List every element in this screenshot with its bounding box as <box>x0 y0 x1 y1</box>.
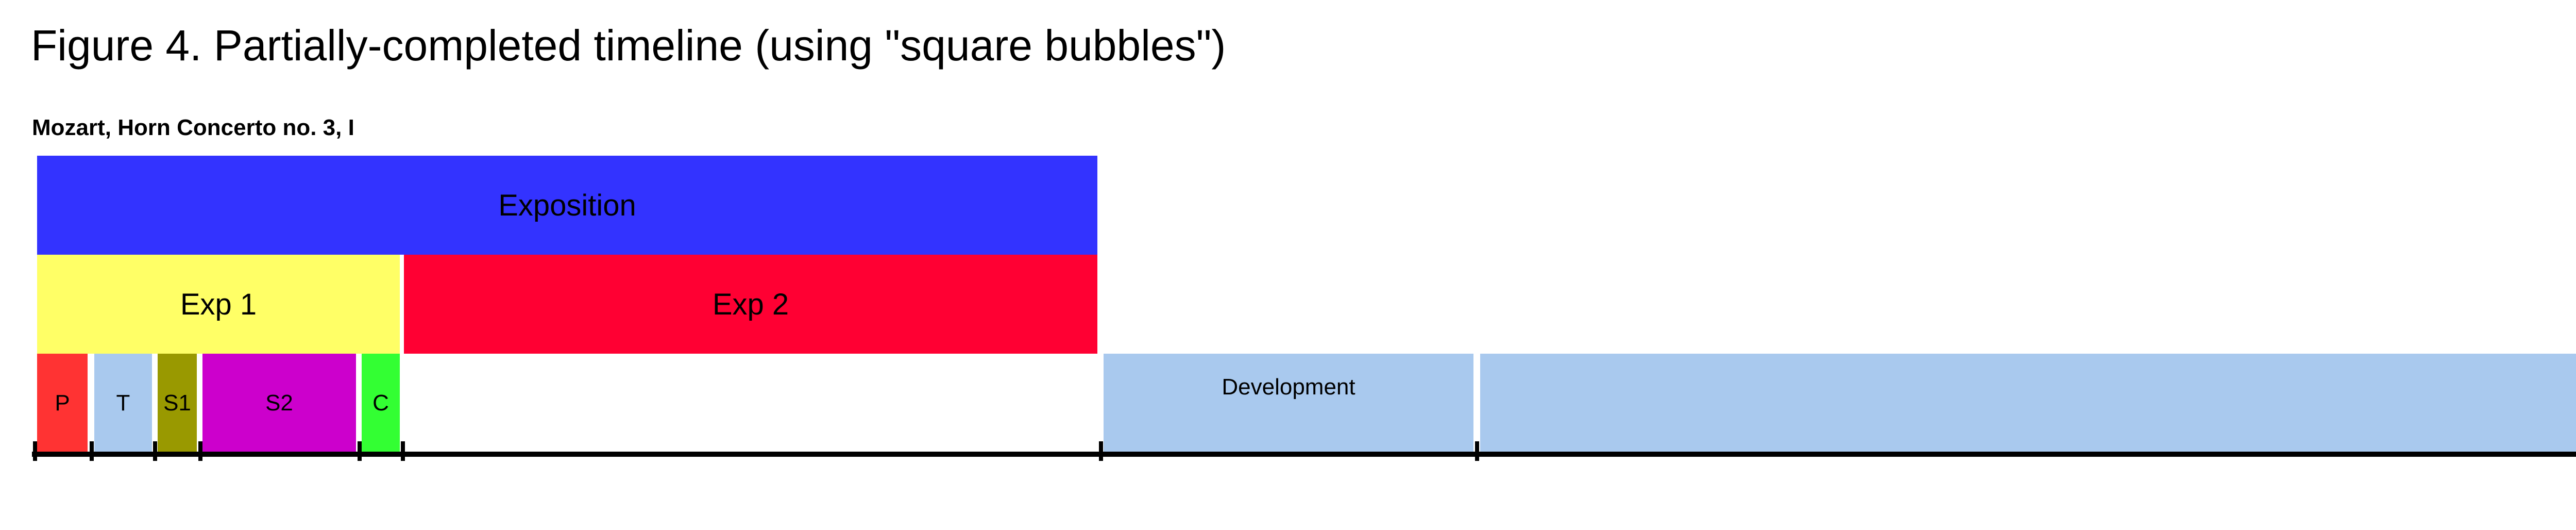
axis-tick <box>1475 441 1479 461</box>
axis-tick <box>1099 441 1103 461</box>
block-t: T <box>94 354 152 453</box>
block-exp2: Exp 2 <box>404 255 1097 354</box>
block-exp1-label: Exp 1 <box>180 287 257 321</box>
block-c: C <box>362 354 400 453</box>
axis-tick <box>33 441 37 461</box>
block-s1: S1 <box>158 354 197 453</box>
block-p: P <box>37 354 88 453</box>
block-unlabeled <box>1480 354 2576 453</box>
block-exposition-label: Exposition <box>498 188 636 222</box>
block-p-label: P <box>55 390 70 416</box>
block-c-label: C <box>372 390 389 416</box>
axis-tick <box>153 441 157 461</box>
block-exposition: Exposition <box>37 156 1097 255</box>
axis-tick <box>358 441 362 461</box>
piece-title: Mozart, Horn Concerto no. 3, I <box>32 115 354 140</box>
axis-tick <box>90 441 94 461</box>
block-exp2-label: Exp 2 <box>712 287 789 321</box>
block-s2: S2 <box>202 354 356 453</box>
block-exp1: Exp 1 <box>37 255 400 354</box>
axis-tick <box>401 441 405 461</box>
figure-title: Figure 4. Partially-completed timeline (… <box>31 21 1226 70</box>
block-development: Development <box>1104 354 1473 453</box>
block-s1-label: S1 <box>163 390 191 416</box>
axis-tick <box>198 441 202 461</box>
block-development-label: Development <box>1222 374 1355 400</box>
block-t-label: T <box>116 390 130 416</box>
block-s2-label: S2 <box>265 390 293 416</box>
timeline-axis <box>32 452 2576 457</box>
